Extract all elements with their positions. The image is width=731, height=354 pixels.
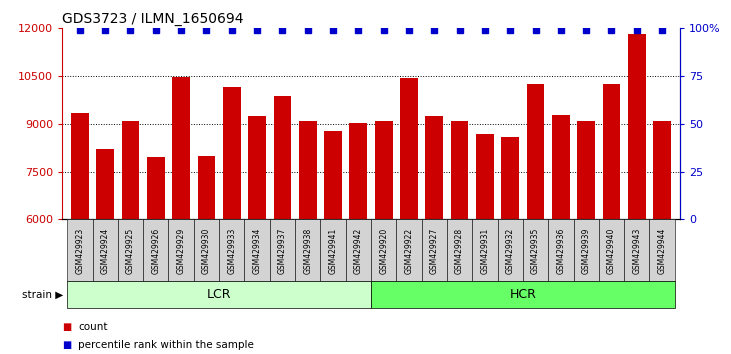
Bar	[121, 121, 140, 219]
Text: GSM429932: GSM429932	[506, 227, 515, 274]
Text: percentile rank within the sample: percentile rank within the sample	[78, 340, 254, 350]
Bar	[451, 121, 469, 219]
Bar	[552, 115, 569, 219]
Bar	[273, 96, 291, 219]
Bar	[602, 84, 621, 219]
Bar	[324, 131, 342, 219]
Bar	[526, 84, 545, 219]
Text: GSM429924: GSM429924	[101, 227, 110, 274]
Bar	[71, 113, 88, 219]
Bar	[96, 149, 114, 219]
Bar	[223, 87, 240, 219]
Text: GSM429929: GSM429929	[177, 227, 186, 274]
Text: GSM429931: GSM429931	[480, 227, 489, 274]
Bar	[577, 121, 595, 219]
Text: GSM429928: GSM429928	[455, 227, 464, 274]
Text: GSM429940: GSM429940	[607, 227, 616, 274]
Bar	[147, 157, 164, 219]
Bar	[425, 116, 443, 219]
Text: GSM429935: GSM429935	[531, 227, 540, 274]
Text: GSM429942: GSM429942	[354, 227, 363, 274]
Text: GSM429933: GSM429933	[227, 227, 236, 274]
Text: GSM429937: GSM429937	[278, 227, 287, 274]
Text: GSM429944: GSM429944	[658, 227, 667, 274]
Text: GSM429939: GSM429939	[582, 227, 591, 274]
Bar	[400, 78, 418, 219]
Text: GSM429922: GSM429922	[404, 227, 414, 274]
Bar	[375, 121, 393, 219]
Text: GSM429936: GSM429936	[556, 227, 565, 274]
Text: GSM429927: GSM429927	[430, 227, 439, 274]
Text: GSM429934: GSM429934	[253, 227, 262, 274]
Bar	[476, 134, 493, 219]
Text: GSM429943: GSM429943	[632, 227, 641, 274]
Text: strain ▶: strain ▶	[22, 290, 64, 300]
Bar	[173, 77, 190, 219]
Bar	[628, 34, 645, 219]
Text: GSM429920: GSM429920	[379, 227, 388, 274]
Text: GSM429930: GSM429930	[202, 227, 211, 274]
Bar	[349, 123, 367, 219]
Bar	[501, 137, 519, 219]
Text: ■: ■	[62, 340, 72, 350]
Bar	[299, 121, 317, 219]
Text: GSM429938: GSM429938	[303, 227, 312, 274]
Bar	[654, 121, 671, 219]
Bar	[249, 116, 266, 219]
Text: GSM429925: GSM429925	[126, 227, 135, 274]
Text: HCR: HCR	[510, 288, 537, 301]
Text: GSM429926: GSM429926	[151, 227, 160, 274]
Text: LCR: LCR	[207, 288, 231, 301]
Text: ■: ■	[62, 322, 72, 332]
Text: count: count	[78, 322, 107, 332]
Text: GDS3723 / ILMN_1650694: GDS3723 / ILMN_1650694	[62, 12, 243, 26]
Text: GSM429923: GSM429923	[75, 227, 84, 274]
Bar	[197, 156, 216, 219]
Text: GSM429941: GSM429941	[328, 227, 338, 274]
